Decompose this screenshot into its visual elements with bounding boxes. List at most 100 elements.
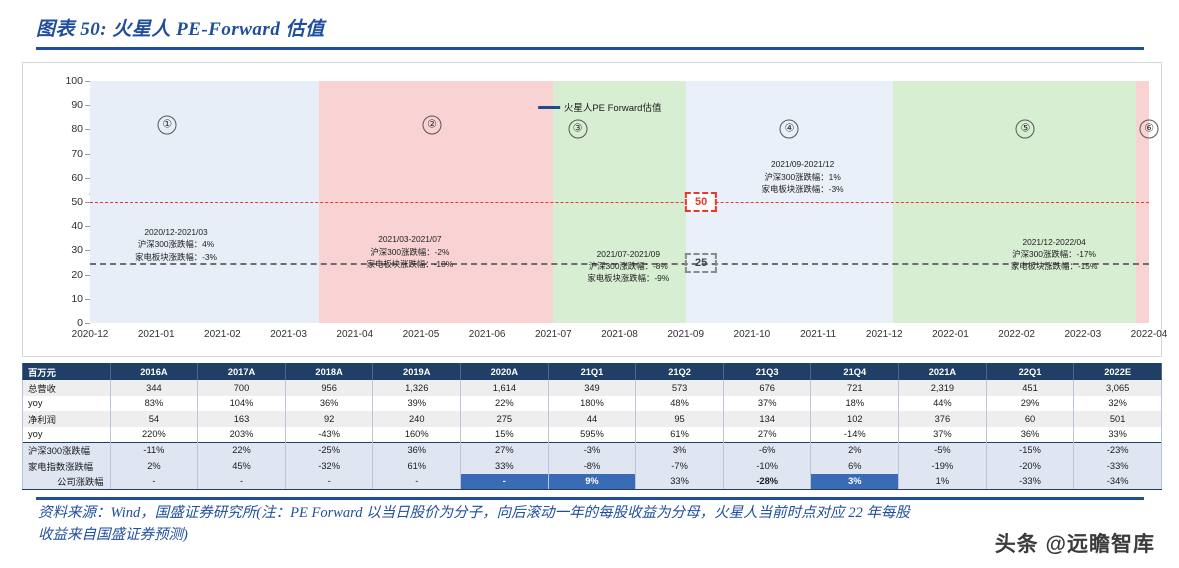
- x-axis-tick-label: 2022-04: [1130, 329, 1168, 340]
- table-cell: -43%: [284, 426, 374, 443]
- table-cell: 180%: [547, 395, 637, 412]
- table-cell: 104%: [197, 395, 286, 412]
- y-axis-tick: [85, 274, 90, 276]
- annotation-line: 沪深300涨跌幅：-8%: [588, 261, 668, 272]
- table-row-label: 沪深300涨跌幅: [22, 441, 111, 458]
- period-annotation-3: 2021/07-2021/09 沪深300涨跌幅：-8% 家电板块涨跌幅：-9%: [587, 248, 669, 285]
- table-cell: 1%: [898, 473, 987, 490]
- table-cell: -: [284, 473, 374, 490]
- period-marker-1: ①: [157, 115, 177, 135]
- table-cell: -8%: [547, 457, 637, 474]
- period-marker-3: ③: [568, 119, 588, 139]
- reference-line-25: [90, 262, 1149, 265]
- x-axis-tick-label: 2021-04: [336, 329, 374, 340]
- period-marker-6: ⑥: [1139, 119, 1159, 139]
- annotation-line: 2021/09-2021/12: [770, 159, 835, 170]
- x-axis-tick-label: 2022-02: [998, 329, 1035, 340]
- table-header-21Q3: 21Q3: [722, 363, 812, 380]
- table-cell: 160%: [372, 426, 462, 443]
- x-axis-tick-label: 2021-11: [800, 329, 837, 340]
- x-axis-tick-label: 2022-03: [1064, 329, 1102, 340]
- table-row: 公司涨跌幅 - - - - -9% 33% -28% 3% 1% -33% -34%: [22, 473, 1162, 490]
- table-cell: 956: [284, 380, 374, 396]
- x-axis-tick-label: 2021-06: [468, 329, 506, 340]
- table-cell: 27%: [460, 441, 549, 458]
- y-axis-tick: [85, 323, 90, 324]
- title-divider: [36, 47, 1144, 50]
- table-cell: -33%: [1073, 457, 1162, 474]
- table-cell: 36%: [284, 395, 374, 412]
- table-cell: 595%: [547, 426, 637, 443]
- table-cell: -: [460, 473, 549, 490]
- table-cell: 349: [547, 380, 637, 396]
- x-axis-tick-label: 2021-09: [667, 329, 705, 340]
- annotation-line: 2021/12-2022/04: [1022, 236, 1086, 247]
- period-marker-4: ④: [779, 119, 799, 139]
- table-header-2020A: 2020A: [460, 363, 549, 380]
- table-row-label: yoy: [22, 395, 111, 412]
- x-axis-tick-label: 2021-05: [402, 329, 440, 340]
- table-header-2016A: 2016A: [109, 363, 199, 380]
- reference-line-50: [90, 202, 1149, 203]
- annotation-line: 家电板块涨跌幅：-3%: [135, 251, 217, 262]
- table-cell: 15%: [460, 426, 549, 443]
- table-cell: 700: [197, 380, 286, 396]
- watermark-label: 头条 @远瞻智库: [994, 533, 1155, 556]
- table-cell: 721: [810, 380, 900, 396]
- table-cell: -10%: [722, 457, 812, 474]
- period-marker-2: ②: [422, 115, 442, 135]
- period-annotation-1: 2020/12-2021/03 沪深300涨跌幅：4% 家电板块涨跌幅：-3%: [135, 226, 217, 263]
- table-cell: 44%: [898, 395, 987, 412]
- table-header-22Q1: 22Q1: [985, 363, 1075, 380]
- x-axis-tick-label: 2020-12: [71, 329, 109, 340]
- table-cell: 573: [635, 380, 724, 396]
- table-row: yoy 220% 203% -43% 160% 15% 595% 61% 27% -14% 37% 3…: [22, 426, 1162, 443]
- legend-label: 火星人PE Forward估值: [563, 103, 662, 115]
- x-axis-tick-label: 2022-01: [932, 329, 969, 340]
- table-cell: 220%: [109, 426, 199, 443]
- table-row-label: 净利润: [22, 411, 111, 427]
- table-cell: 2%: [109, 457, 199, 474]
- table-cell: 9%: [547, 473, 637, 490]
- table-cell: 344: [109, 380, 199, 396]
- table-cell: 60: [985, 411, 1075, 427]
- table-cell: -6%: [722, 441, 812, 458]
- table-cell: 48%: [635, 395, 724, 412]
- table-cell: 36%: [985, 426, 1075, 443]
- table-cell: 44: [547, 411, 637, 427]
- chart-legend: 火星人PE Forward估值: [537, 100, 662, 115]
- table-cell: 1,614: [460, 380, 549, 396]
- table-cell: 451: [985, 380, 1075, 396]
- table-cell: 22%: [460, 395, 549, 412]
- table-cell: 501: [1073, 411, 1162, 427]
- table-cell: 92: [284, 411, 374, 427]
- table-cell: 3,065: [1073, 380, 1162, 396]
- table-cell: 3%: [810, 473, 900, 490]
- financials-table: 百万元 2016A 2017A 2018A 2019A 2020A 21Q1 21Q2 21Q3…: [22, 363, 1162, 490]
- y-axis-tick-label: 60: [71, 171, 83, 184]
- table-cell: 676: [722, 380, 812, 396]
- x-axis-tick-label: 2021-07: [534, 329, 572, 340]
- table-cell: -34%: [1073, 473, 1162, 490]
- x-axis-tick-label: 2021-12: [865, 329, 903, 340]
- table-header-row: 百万元 2016A 2017A 2018A 2019A 2020A 21Q1 21Q2 21Q3…: [22, 363, 1162, 380]
- footer-divider: [36, 497, 1144, 500]
- y-axis-tick: [85, 105, 90, 107]
- table-row: 净利润 54 163 92 240 275 44 95 134 102 376 60 501: [22, 411, 1162, 427]
- table-cell: 27%: [722, 426, 812, 443]
- y-axis-tick-label: 0: [77, 317, 83, 329]
- y-axis-tick-label: 70: [71, 147, 83, 160]
- table-row-label: 总营收: [22, 380, 111, 396]
- annotation-line: 家电板块涨跌幅：-9%: [587, 273, 670, 284]
- annotation-line: 2021/03-2021/07: [378, 234, 442, 245]
- source-note: 资料来源：Wind，国盛证券研究所(注：PE Forward 以当日股价为分子，…: [38, 505, 910, 543]
- y-axis-tick: [85, 81, 90, 82]
- y-axis-tick: [85, 250, 90, 252]
- table-cell: 134: [722, 411, 812, 427]
- annotation-line: 家电板块涨跌幅：-10%: [366, 258, 454, 269]
- table-cell: -14%: [810, 426, 900, 443]
- table-cell: 61%: [635, 426, 724, 443]
- table-row-label: 家电指数涨跌幅: [22, 457, 111, 474]
- x-axis-tick-label: 2021-02: [204, 329, 241, 340]
- annotation-line: 家电板块涨跌幅：-15%: [1010, 261, 1098, 272]
